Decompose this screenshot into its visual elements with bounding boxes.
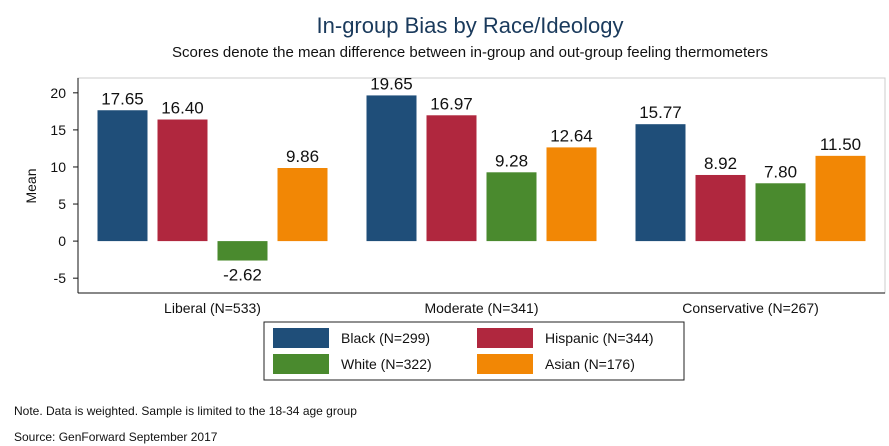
legend-label-asian: Asian (N=176): [545, 356, 635, 372]
bars: [98, 95, 866, 260]
bar-value-label: 16.40: [161, 99, 204, 118]
y-tick-label: 20: [50, 85, 66, 101]
category-labels: Liberal (N=533) Moderate (N=341) Conservat…: [164, 300, 819, 316]
legend: Black (N=299) Hispanic (N=344) White (N=…: [264, 322, 684, 380]
category-label: Moderate (N=341): [424, 300, 538, 316]
category-label: Liberal (N=533): [164, 300, 261, 316]
y-tick-label: 5: [58, 196, 66, 212]
bar: [487, 172, 537, 241]
note-text: Note. Data is weighted. Sample is limite…: [14, 404, 357, 418]
bar: [816, 156, 866, 241]
bar-value-label: 16.97: [430, 94, 473, 113]
chart-subtitle: Scores denote the mean difference betwee…: [172, 44, 768, 61]
bar: [278, 168, 328, 241]
category-label: Conservative (N=267): [682, 300, 819, 316]
legend-label-white: White (N=322): [341, 356, 432, 372]
legend-swatch-hispanic: [477, 328, 533, 348]
y-ticks: -5 0 5 10 15 20: [50, 85, 78, 286]
bar: [367, 95, 417, 241]
bar: [696, 175, 746, 241]
bar-value-label: 11.50: [820, 135, 861, 154]
bar-value-label: 9.86: [286, 147, 319, 166]
y-tick-label: -5: [54, 270, 67, 286]
legend-swatch-asian: [477, 354, 533, 374]
y-axis-label: Mean: [23, 168, 39, 203]
bar: [756, 183, 806, 241]
bar: [98, 110, 148, 241]
y-tick-label: 10: [50, 159, 66, 175]
bar-value-label: 15.77: [639, 103, 682, 122]
value-labels: 17.65 16.40 -2.62 9.86 19.65 16.97 9.28 12.64 15…: [101, 74, 861, 284]
y-tick-label: 15: [50, 122, 66, 138]
bar-value-label: 17.65: [101, 89, 144, 108]
bar-value-label: 7.80: [764, 162, 797, 181]
source-text: Source: GenForward September 2017: [14, 430, 218, 444]
bar-value-label: 8.92: [704, 154, 737, 173]
bar-value-label: 12.64: [550, 126, 593, 145]
bar: [547, 147, 597, 241]
legend-label-black: Black (N=299): [341, 330, 430, 346]
legend-swatch-white: [273, 354, 329, 374]
bar-value-label: 19.65: [370, 74, 413, 93]
legend-label-hispanic: Hispanic (N=344): [545, 330, 654, 346]
bar: [158, 120, 208, 242]
bar: [636, 124, 686, 241]
bar: [218, 241, 268, 260]
bar-value-label: -2.62: [223, 266, 262, 285]
legend-swatch-black: [273, 328, 329, 348]
bar-value-label: 9.28: [495, 151, 528, 170]
y-tick-label: 0: [58, 233, 66, 249]
chart-title: In-group Bias by Race/Ideology: [317, 13, 624, 38]
bar: [427, 115, 477, 241]
